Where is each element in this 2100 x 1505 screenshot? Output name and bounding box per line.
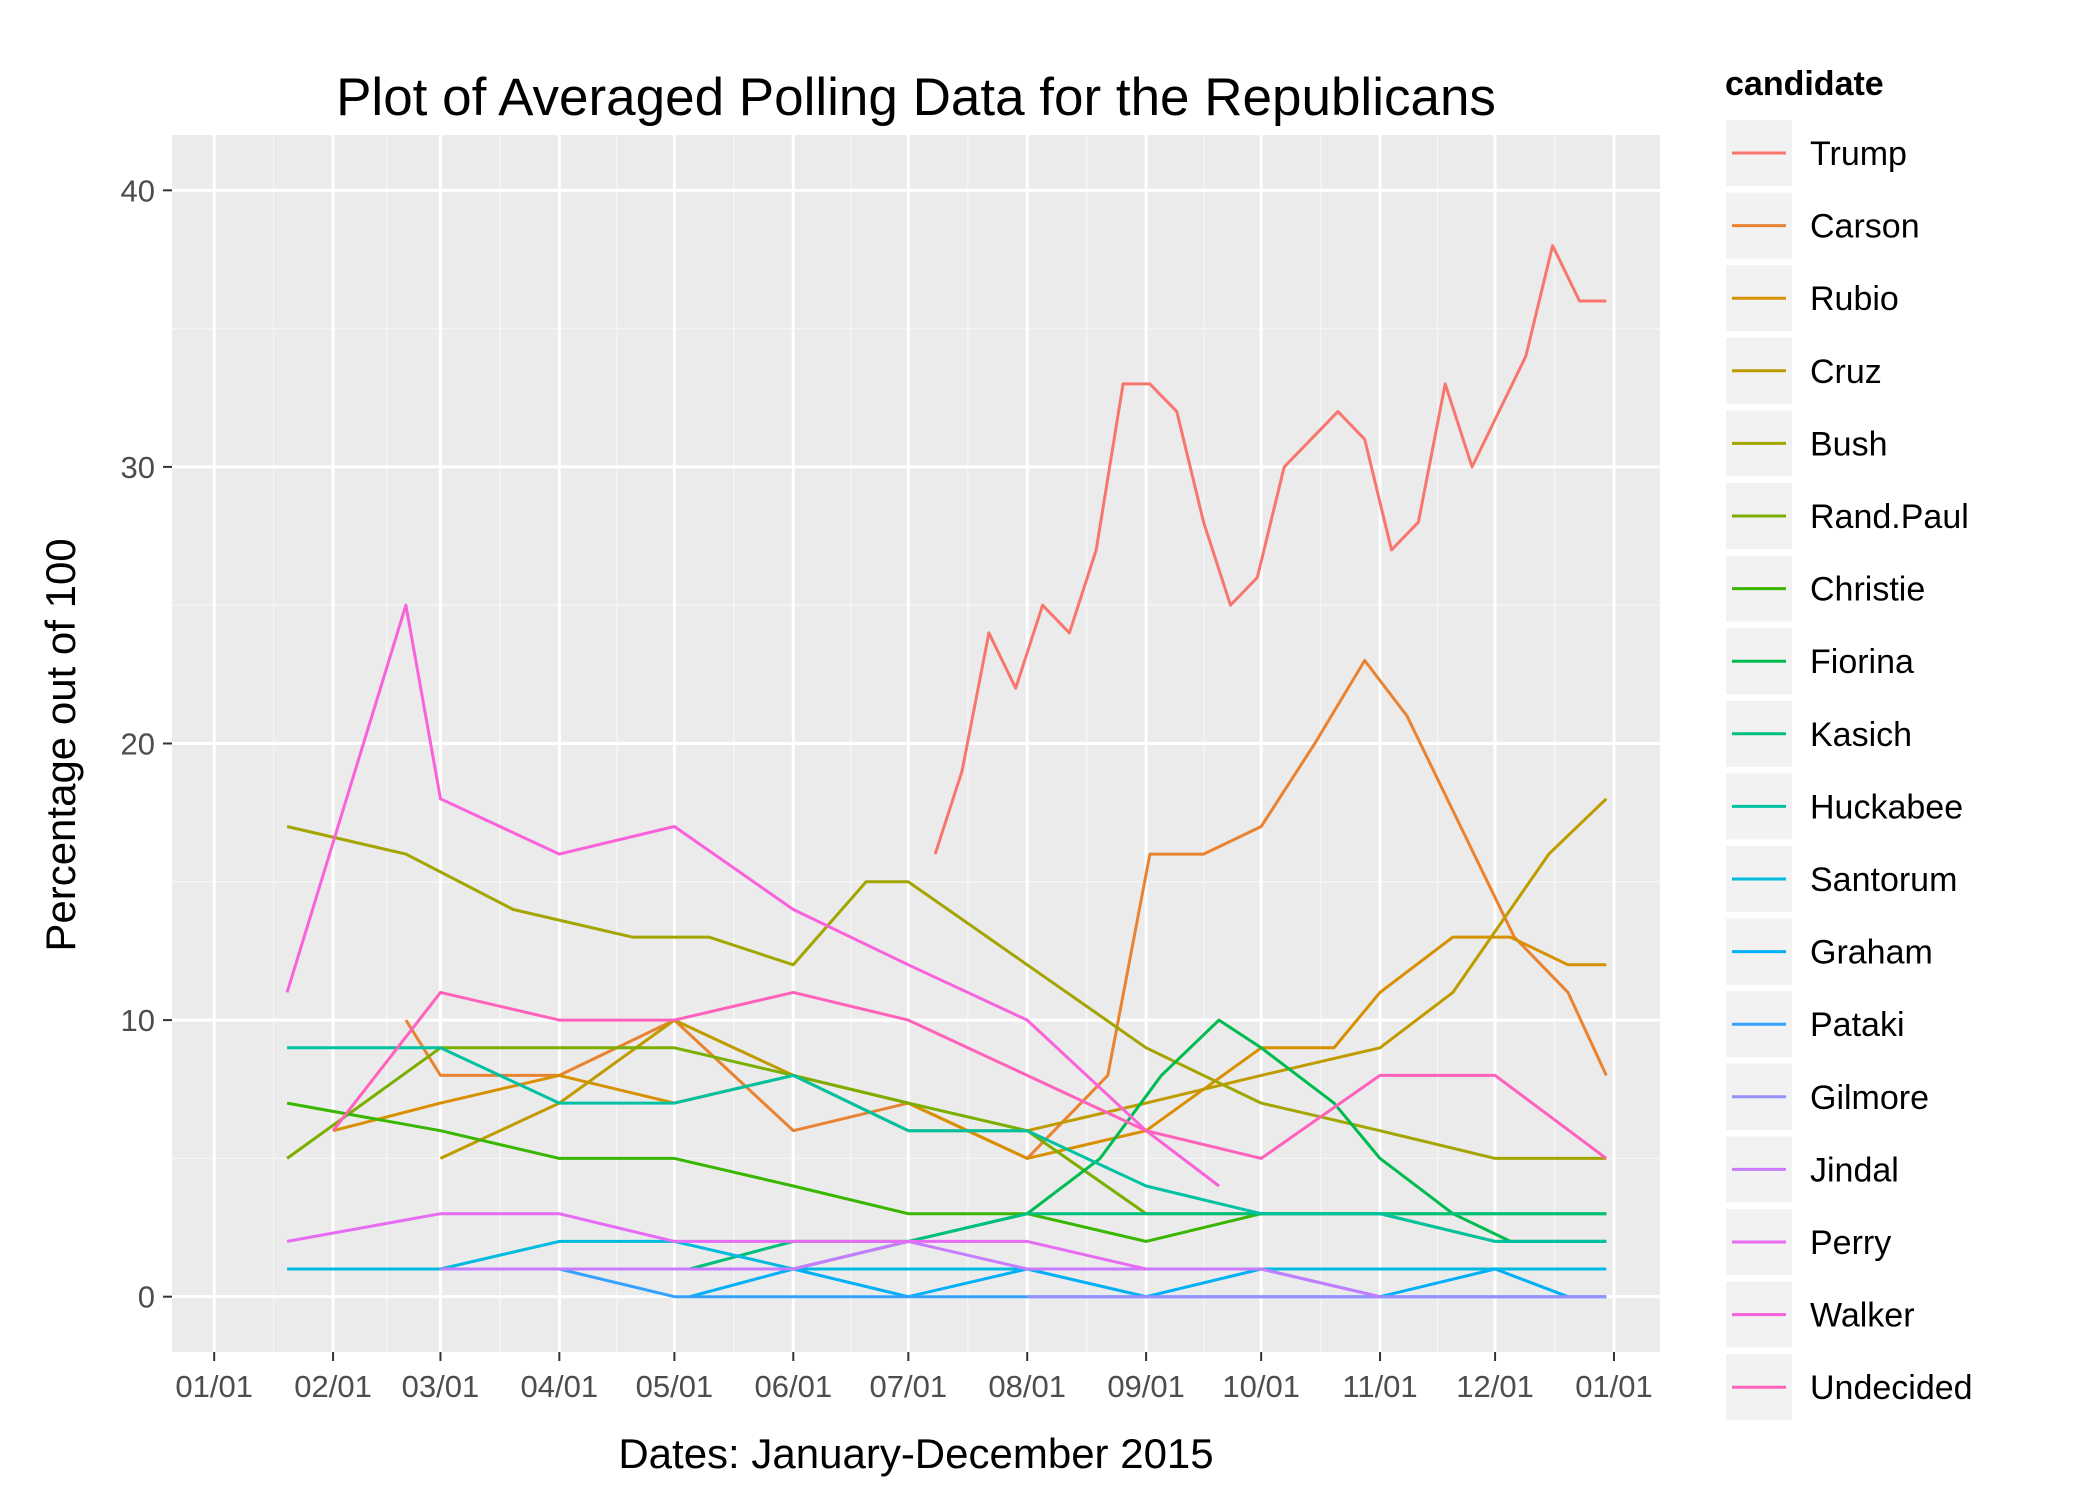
x-axis-title: Dates: January-December 2015	[618, 1430, 1213, 1477]
x-axis: 01/01 02/01 03/01 04/01 05/01 06/01 07/01 08/01…	[175, 1352, 1653, 1404]
legend-item-trump: Trump	[1724, 118, 1907, 188]
legend-item-bush: Bush	[1724, 408, 1888, 479]
x-tick-label: 10/01	[1222, 1369, 1300, 1404]
legend-label: Santorum	[1810, 861, 1957, 899]
legend-label: Jindal	[1810, 1151, 1899, 1189]
x-tick-label: 12/01	[1456, 1369, 1534, 1404]
chart-title: Plot of Averaged Polling Data for the Re…	[336, 68, 1496, 127]
legend-label: Graham	[1810, 934, 1933, 972]
legend-item-rand-paul: Rand.Paul	[1724, 481, 1969, 551]
legend-label: Fiorina	[1810, 643, 1914, 681]
legend-label: Gilmore	[1810, 1079, 1929, 1117]
legend-label: Kasich	[1810, 716, 1912, 754]
legend-items: Trump Carson Rubio Cruz Bush Rand.Paul Christi…	[1724, 118, 1973, 1423]
y-axis-title: Percentage out of 100	[37, 538, 84, 951]
legend-item-carson: Carson	[1724, 190, 1920, 261]
legend-item-gilmore: Gilmore	[1724, 1061, 1929, 1132]
x-tick-label: 08/01	[988, 1369, 1066, 1404]
legend-title: candidate	[1725, 65, 1884, 103]
x-tick-label: 04/01	[521, 1369, 599, 1404]
legend-label: Walker	[1810, 1297, 1915, 1335]
x-tick-label: 02/01	[294, 1369, 372, 1404]
x-tick-label: 01/01	[1575, 1369, 1653, 1404]
legend-item-rubio: Rubio	[1724, 263, 1899, 334]
legend-item-graham: Graham	[1724, 916, 1933, 987]
x-tick-label: 07/01	[870, 1369, 948, 1404]
legend-label: Rubio	[1810, 280, 1899, 318]
series-line-perry	[286, 1212, 1147, 1271]
series-layer	[285, 244, 1608, 1299]
x-tick-label: 06/01	[754, 1369, 832, 1404]
grid-major	[172, 135, 1660, 1352]
legend-label: Huckabee	[1810, 788, 1963, 826]
legend-item-cruz: Cruz	[1724, 335, 1882, 406]
x-tick-label: 01/01	[175, 1369, 253, 1404]
legend-label: Perry	[1810, 1224, 1891, 1262]
series-line-walker	[285, 603, 1220, 1188]
legend-label: Cruz	[1810, 353, 1882, 391]
x-tick-label: 11/01	[1342, 1369, 1417, 1404]
series-line-huckabee	[287, 1046, 1607, 1243]
legend-item-huckabee: Huckabee	[1724, 771, 1963, 842]
legend-item-santorum: Santorum	[1724, 844, 1957, 914]
series-line-santorum	[287, 1239, 1607, 1271]
y-tick-label: 20	[121, 727, 155, 762]
legend-label: Trump	[1810, 135, 1907, 173]
legend-item-jindal: Jindal	[1724, 1134, 1899, 1205]
legend-label: Rand.Paul	[1810, 498, 1969, 536]
series-line-trump	[933, 244, 1607, 855]
x-tick-label: 09/01	[1107, 1369, 1185, 1404]
legend-item-pataki: Pataki	[1724, 989, 1905, 1060]
legend-label: Carson	[1810, 208, 1920, 246]
y-axis: 0 10 20 30 40	[121, 173, 172, 1315]
legend-item-walker: Walker	[1724, 1279, 1915, 1350]
series-line-undecided	[331, 990, 1608, 1160]
legend: candidate Trump Carson Rubio Cruz Bush Rand.P…	[1724, 65, 1973, 1423]
legend-item-kasich: Kasich	[1724, 698, 1912, 769]
y-tick-label: 30	[121, 450, 155, 485]
legend-item-fiorina: Fiorina	[1724, 626, 1914, 697]
y-tick-label: 0	[138, 1280, 155, 1315]
series-line-bush	[286, 825, 1607, 1160]
legend-item-christie: Christie	[1724, 553, 1925, 624]
legend-item-perry: Perry	[1724, 1207, 1891, 1277]
y-tick-label: 40	[121, 173, 155, 208]
y-tick-label: 10	[121, 1003, 155, 1038]
legend-label: Pataki	[1810, 1006, 1905, 1044]
legend-item-undecided: Undecided	[1724, 1352, 1973, 1423]
series-line-carson	[404, 659, 1608, 1160]
legend-label: Undecided	[1810, 1369, 1973, 1407]
legend-label: Christie	[1810, 571, 1925, 609]
x-tick-label: 05/01	[636, 1369, 714, 1404]
legend-label: Bush	[1810, 425, 1888, 463]
x-tick-label: 03/01	[402, 1369, 480, 1404]
